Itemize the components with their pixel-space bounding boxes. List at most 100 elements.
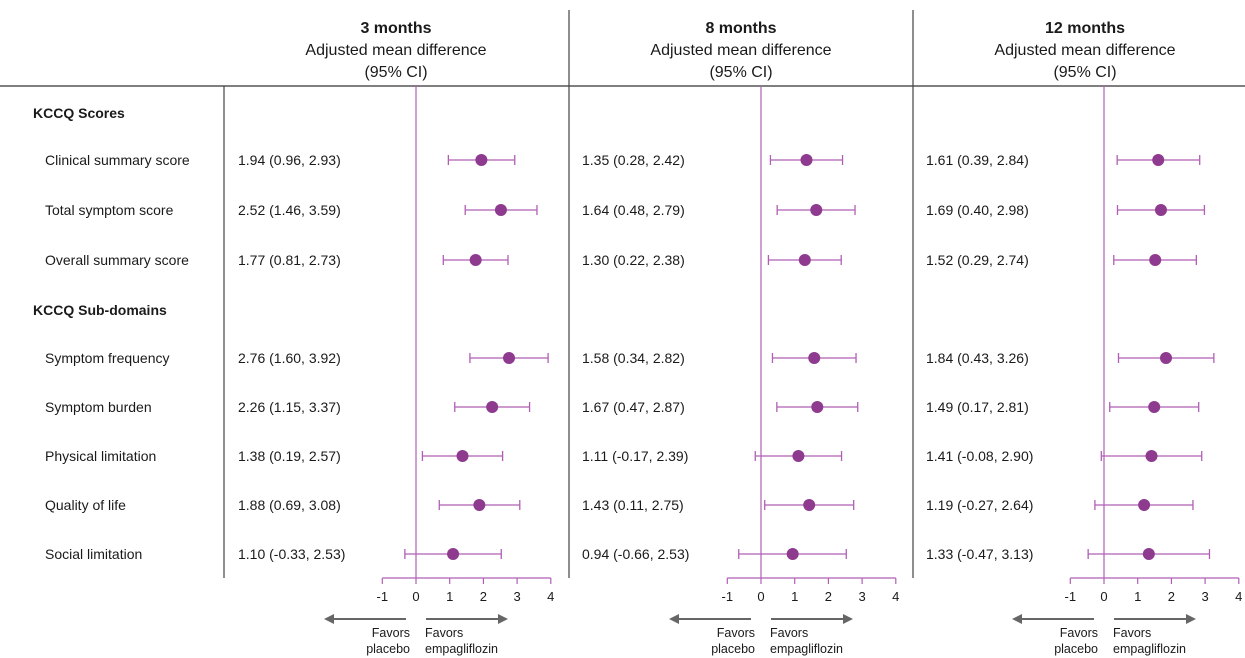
ci-text: 2.26 (1.15, 3.37) bbox=[238, 399, 341, 415]
favors-left-line1: Favors bbox=[372, 626, 410, 640]
point-estimate bbox=[1142, 548, 1155, 560]
point-estimate bbox=[503, 352, 516, 364]
ci-text: 1.49 (0.17, 2.81) bbox=[926, 399, 1029, 415]
arrow-left-head bbox=[324, 614, 334, 624]
favors-right-line1: Favors bbox=[425, 626, 463, 640]
x-tick-label: 2 bbox=[825, 589, 832, 604]
x-tick-label: 1 bbox=[1134, 589, 1141, 604]
favors-left-line2: placebo bbox=[711, 642, 755, 656]
ci-text: 1.77 (0.81, 2.73) bbox=[238, 252, 341, 268]
point-estimate bbox=[810, 204, 823, 216]
row-label: Clinical summary score bbox=[45, 152, 190, 168]
panel-subtitle-ci: (95% CI) bbox=[1053, 64, 1116, 81]
point-estimate bbox=[494, 204, 507, 216]
point-estimate bbox=[469, 254, 482, 266]
row-label: Total symptom score bbox=[45, 202, 174, 218]
point-estimate bbox=[486, 401, 499, 413]
favors-right-line1: Favors bbox=[770, 626, 808, 640]
point-estimate bbox=[1148, 401, 1161, 413]
panel-subtitle: Adjusted mean difference bbox=[994, 42, 1175, 59]
ci-text: 1.30 (0.22, 2.38) bbox=[582, 252, 685, 268]
x-tick-label: 1 bbox=[446, 589, 453, 604]
x-tick-label: -1 bbox=[722, 589, 734, 604]
row-label: Overall summary score bbox=[45, 252, 189, 268]
panel-title: 12 months bbox=[1045, 20, 1125, 37]
ci-text: 0.94 (-0.66, 2.53) bbox=[582, 546, 689, 562]
arrow-left-head bbox=[669, 614, 679, 624]
arrow-right-head bbox=[1186, 614, 1196, 624]
panel-subtitle: Adjusted mean difference bbox=[305, 42, 486, 59]
row-label: Symptom burden bbox=[45, 399, 152, 415]
ci-text: 1.52 (0.29, 2.74) bbox=[926, 252, 1029, 268]
point-estimate bbox=[473, 499, 486, 511]
point-estimate bbox=[1152, 154, 1165, 166]
ci-text: 2.52 (1.46, 3.59) bbox=[238, 202, 341, 218]
favors-left-line1: Favors bbox=[717, 626, 755, 640]
section-title: KCCQ Sub-domains bbox=[33, 302, 167, 318]
point-estimate bbox=[475, 154, 488, 166]
x-tick-label: 4 bbox=[892, 589, 899, 604]
x-tick-label: 2 bbox=[1168, 589, 1175, 604]
panel-subtitle-ci: (95% CI) bbox=[709, 64, 772, 81]
ci-text: 1.35 (0.28, 2.42) bbox=[582, 152, 685, 168]
point-estimate bbox=[1154, 204, 1167, 216]
point-estimate bbox=[1160, 352, 1173, 364]
point-estimate bbox=[1149, 254, 1162, 266]
x-tick-label: 3 bbox=[858, 589, 865, 604]
ci-text: 1.88 (0.69, 3.08) bbox=[238, 497, 341, 513]
ci-text: 1.64 (0.48, 2.79) bbox=[582, 202, 685, 218]
panel-subtitle-ci: (95% CI) bbox=[364, 64, 427, 81]
ci-text: 1.58 (0.34, 2.82) bbox=[582, 350, 685, 366]
x-tick-label: 0 bbox=[757, 589, 764, 604]
ci-text: 1.11 (-0.17, 2.39) bbox=[582, 448, 688, 464]
ci-text: 1.19 (-0.27, 2.64) bbox=[926, 497, 1033, 513]
ci-text: 1.10 (-0.33, 2.53) bbox=[238, 546, 345, 562]
x-tick-label: 3 bbox=[1201, 589, 1208, 604]
panel-title: 3 months bbox=[360, 20, 431, 37]
x-tick-label: -1 bbox=[1065, 589, 1077, 604]
point-estimate bbox=[803, 499, 816, 511]
favors-right-line1: Favors bbox=[1113, 626, 1151, 640]
arrow-right-head bbox=[498, 614, 508, 624]
row-label: Social limitation bbox=[45, 546, 142, 562]
x-tick-label: 2 bbox=[480, 589, 487, 604]
section-title: KCCQ Scores bbox=[33, 105, 125, 121]
x-tick-label: 0 bbox=[1100, 589, 1107, 604]
x-tick-label: 3 bbox=[513, 589, 520, 604]
ci-text: 1.33 (-0.47, 3.13) bbox=[926, 546, 1033, 562]
x-tick-label: 0 bbox=[412, 589, 419, 604]
point-estimate bbox=[792, 450, 805, 462]
point-estimate bbox=[456, 450, 469, 462]
ci-text: 1.69 (0.40, 2.98) bbox=[926, 202, 1029, 218]
favors-left-line1: Favors bbox=[1060, 626, 1098, 640]
panel-title: 8 months bbox=[705, 20, 776, 37]
point-estimate bbox=[447, 548, 460, 560]
ci-text: 1.84 (0.43, 3.26) bbox=[926, 350, 1029, 366]
point-estimate bbox=[808, 352, 821, 364]
ci-text: 1.38 (0.19, 2.57) bbox=[238, 448, 341, 464]
row-label: Physical limitation bbox=[45, 448, 156, 464]
panel-subtitle: Adjusted mean difference bbox=[650, 42, 831, 59]
point-estimate bbox=[800, 154, 813, 166]
x-tick-label: -1 bbox=[377, 589, 389, 604]
arrow-right-head bbox=[843, 614, 853, 624]
row-label: Symptom frequency bbox=[45, 350, 170, 366]
point-estimate bbox=[786, 548, 799, 560]
favors-right-line2: empagliflozin bbox=[425, 642, 498, 656]
point-estimate bbox=[1145, 450, 1158, 462]
point-estimate bbox=[811, 401, 824, 413]
x-tick-label: 4 bbox=[547, 589, 554, 604]
point-estimate bbox=[798, 254, 811, 266]
favors-left-line2: placebo bbox=[366, 642, 410, 656]
favors-left-line2: placebo bbox=[1054, 642, 1098, 656]
favors-right-line2: empagliflozin bbox=[1113, 642, 1186, 656]
x-tick-label: 4 bbox=[1235, 589, 1242, 604]
arrow-left-head bbox=[1012, 614, 1022, 624]
ci-text: 1.61 (0.39, 2.84) bbox=[926, 152, 1029, 168]
ci-text: 1.67 (0.47, 2.87) bbox=[582, 399, 685, 415]
ci-text: 1.94 (0.96, 2.93) bbox=[238, 152, 341, 168]
ci-text: 1.43 (0.11, 2.75) bbox=[582, 497, 684, 513]
favors-right-line2: empagliflozin bbox=[770, 642, 843, 656]
ci-text: 1.41 (-0.08, 2.90) bbox=[926, 448, 1033, 464]
